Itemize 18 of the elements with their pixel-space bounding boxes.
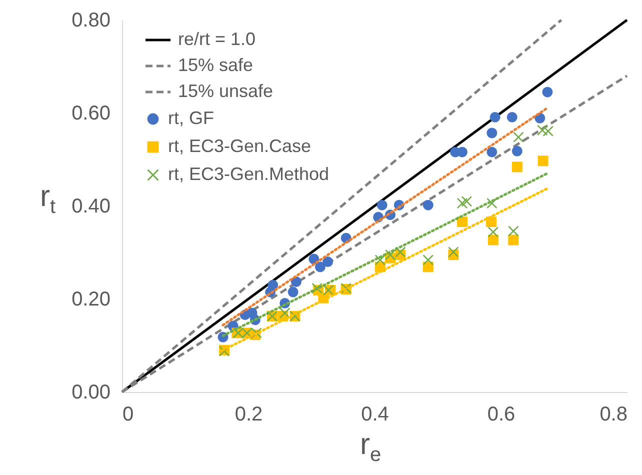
x-tick-label: 0.6 (487, 404, 516, 426)
x-tick-label: 0.2 (234, 404, 263, 426)
legend-label: rt, GF (168, 108, 214, 128)
y-axis-title: r$_{t}$ (40, 180, 56, 218)
y-tick-label: 0.80 (72, 10, 110, 32)
x-tick-label: 0.4 (361, 404, 389, 426)
y-tick-label: 0.00 (72, 382, 110, 404)
y-tick-label: 0.40 (72, 196, 110, 218)
legend-label: rt, EC3-Gen.Method (168, 164, 330, 184)
legend-label: 15% safe (178, 55, 254, 75)
legend-label: rt, EC3-Gen.Case (168, 136, 312, 156)
legend-label: 15% unsafe (178, 81, 274, 101)
legend-label: re/rt = 1.0 (178, 29, 256, 49)
x-tick-label: 0 (122, 404, 134, 426)
x-axis-title: r$_{e}$ (360, 428, 382, 466)
x-tick-label: 0.8 (600, 404, 628, 426)
y-tick-label: 0.20 (72, 288, 110, 310)
y-tick-label: 0.60 (72, 102, 110, 124)
